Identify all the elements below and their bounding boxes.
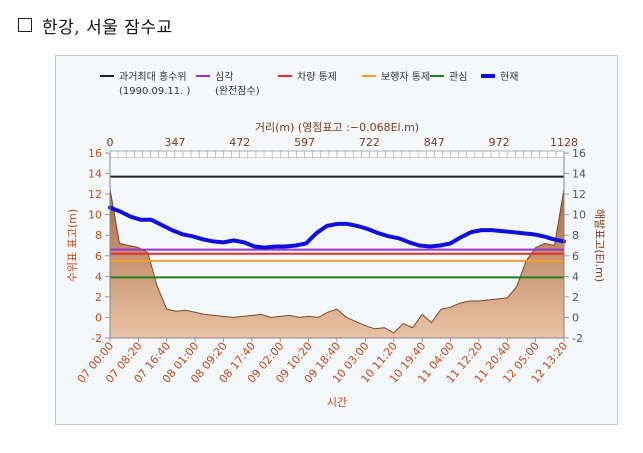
top-tick-label: 722 [359, 136, 380, 149]
y-tick-label-right: 0 [572, 311, 579, 324]
legend-label-pedestrian: 보행자 통제 [381, 71, 430, 83]
top-tick-label: 472 [229, 136, 250, 149]
top-tick-label: 0 [107, 136, 114, 149]
y-tick-label-left: 14 [88, 168, 102, 181]
y-tick-label-left: 2 [95, 291, 102, 304]
legend-label-current: 현재 [500, 71, 518, 83]
y-tick-label-right: 4 [572, 270, 579, 283]
water-level-chart: 과거최대 홍수위 (1990.09.11. ) 심각 (완전잠수) 차량 통제 보행자 통… [66, 70, 607, 409]
y-tick-label-left: -2 [91, 332, 102, 345]
title-row: 한강, 서울 잠수교 [18, 12, 173, 38]
checkbox[interactable] [18, 18, 32, 32]
page-title: 한강, 서울 잠수교 [42, 17, 173, 38]
y-tick-label-right: 14 [572, 168, 586, 181]
top-tick-label: 347 [164, 136, 185, 149]
legend-label-record: 과거최대 홍수위 [119, 70, 187, 83]
y-tick-label-right: 2 [572, 291, 579, 304]
legend-sublabel-submerge: (완전잠수) [215, 85, 260, 97]
legend-sublabel-record: (1990.09.11. ) [119, 86, 191, 97]
top-tick-label: 597 [294, 136, 315, 149]
y-tick-label-right: 12 [572, 188, 586, 201]
legend-label-watch: 관심 [449, 71, 467, 83]
top-axis-title: 거리(m) (영점표고 :−0.068El.m) [255, 121, 419, 134]
y-axis-title-right: 해발표고(El.m) [593, 209, 607, 282]
y-tick-label-left: 10 [88, 209, 102, 222]
y-tick-label-right: -2 [572, 332, 583, 345]
y-tick-label-left: 16 [88, 147, 102, 160]
y-tick-label-right: 8 [572, 229, 579, 242]
x-axis-title: 시간 [327, 396, 347, 409]
y-tick-label-right: 16 [572, 147, 586, 160]
top-tick-label: 847 [424, 136, 445, 149]
y-tick-label-left: 6 [95, 250, 102, 263]
legend-label-submerge: 심각 [215, 71, 233, 83]
y-tick-label-left: 12 [88, 188, 102, 201]
y-tick-label-left: 4 [95, 270, 102, 283]
top-tick-label: 1128 [550, 136, 578, 149]
terrain-area [109, 188, 565, 339]
y-tick-label-left: 0 [95, 311, 102, 324]
series-line-current [108, 205, 566, 250]
legend-label-vehicle: 차량 통제 [297, 71, 337, 83]
top-tick-label: 972 [489, 136, 510, 149]
y-tick-label-right: 6 [572, 250, 579, 263]
chart-frame: 과거최대 홍수위 (1990.09.11. ) 심각 (완전잠수) 차량 통제 보행자 통… [55, 55, 618, 425]
y-tick-label-right: 10 [572, 209, 586, 222]
y-axis-title-left: 수위표 표고(m) [66, 209, 79, 282]
y-tick-label-left: 8 [95, 229, 102, 242]
